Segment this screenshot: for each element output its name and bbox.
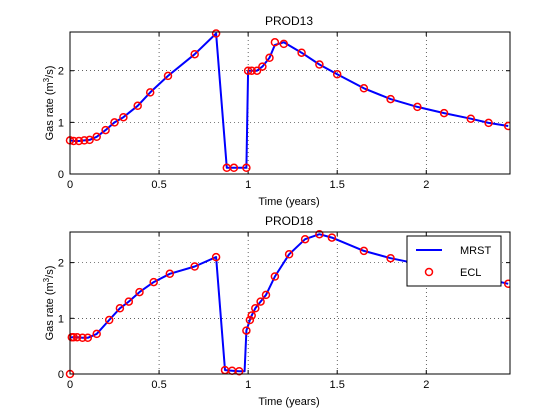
data-point-ecl	[101, 125, 110, 135]
plot-prod13: PROD13 Time (years) Gas rate (m3/s) 0 0.5…	[42, 14, 511, 208]
data-point-ecl	[211, 29, 221, 38]
data-point-ecl	[242, 326, 251, 335]
data-point-ecl	[124, 297, 134, 306]
data-point-ecl	[80, 136, 89, 145]
data-point-ecl	[72, 332, 82, 342]
data-point-ecl	[190, 49, 199, 59]
y-axis-label: Gas rate (m3/s)	[42, 266, 56, 341]
data-point-ecl	[332, 70, 342, 79]
data-point-ecl	[242, 163, 251, 173]
data-point-ecl	[270, 272, 280, 281]
data-point-ecl	[439, 108, 449, 118]
data-point-ecl	[359, 246, 369, 256]
data-point-ecl	[327, 233, 337, 242]
legend-mrst-label: MRST	[460, 245, 491, 257]
data-point-ecl	[149, 277, 158, 287]
axes-box	[69, 231, 511, 375]
data-point-ecl	[145, 88, 155, 97]
x-tick-label: 1.5	[330, 179, 345, 191]
series-line-mrst	[69, 233, 509, 373]
data-point-ecl	[163, 71, 173, 81]
data-point-ecl	[243, 66, 253, 75]
data-point-ecl	[229, 163, 239, 173]
data-point-ecl	[110, 118, 119, 127]
data-point-ecl	[284, 250, 294, 259]
data-point-ecl	[78, 333, 87, 343]
data-point-ecl	[315, 229, 324, 239]
x-tick-label: 1	[245, 179, 251, 191]
legend-box	[406, 235, 502, 287]
legend-ecl-marker	[424, 267, 434, 277]
data-point-ecl	[503, 279, 510, 289]
legend: MRST ECL	[406, 235, 502, 287]
data-point-ecl	[133, 101, 142, 111]
data-point-ecl	[190, 262, 199, 271]
data-point-ecl	[85, 135, 94, 145]
legend-ecl-label: ECL	[460, 267, 481, 279]
y-tick-label: 1	[58, 313, 64, 325]
x-tick-label: 1.5	[330, 379, 345, 391]
data-point-ecl	[165, 269, 175, 279]
data-point-ecl	[503, 121, 510, 131]
data-layer	[65, 29, 510, 173]
x-axis-label: Time (years)	[258, 196, 319, 208]
data-point-ecl	[258, 62, 267, 71]
data-point-ecl	[234, 366, 244, 376]
data-point-ecl	[261, 290, 271, 300]
data-point-ecl	[119, 112, 128, 122]
y-tick-label: 2	[58, 66, 64, 78]
data-point-ecl	[466, 114, 476, 123]
data-point-ecl	[74, 136, 84, 146]
x-tick-label: 0.5	[151, 179, 166, 191]
x-tick-label: 0.5	[151, 379, 166, 391]
x-tick-label: 2	[423, 179, 429, 191]
x-tick-label: 2	[423, 379, 429, 391]
plot-title: PROD18	[265, 214, 313, 228]
x-axis-label: Time (years)	[258, 396, 319, 408]
data-point-ecl	[245, 315, 255, 325]
data-point-ecl	[83, 333, 93, 343]
x-tick-label: 0	[67, 379, 73, 391]
data-point-ecl	[104, 315, 114, 325]
y-tick-label: 1	[58, 117, 64, 129]
data-point-ecl	[256, 297, 265, 306]
data-point-ecl	[279, 39, 289, 49]
data-point-ecl	[211, 252, 221, 262]
data-point-ecl	[413, 102, 422, 112]
series-line-mrst	[69, 32, 509, 169]
plot-title: PROD13	[265, 14, 313, 28]
data-point-ecl	[265, 53, 274, 63]
data-point-ecl	[297, 48, 306, 57]
data-point-ecl	[247, 311, 256, 320]
data-point-ecl	[252, 66, 262, 75]
data-point-ecl	[270, 38, 280, 47]
data-point-ecl	[359, 84, 369, 93]
data-point-ecl	[315, 60, 324, 69]
data-point-ecl	[135, 287, 144, 297]
y-tick-label: 0	[58, 369, 64, 381]
data-point-ecl	[300, 234, 310, 244]
y-tick-label: 2	[58, 258, 64, 270]
data-point-ecl	[484, 118, 493, 128]
y-tick-label: 0	[58, 169, 64, 181]
data-point-ecl	[92, 329, 101, 339]
data-point-ecl	[386, 94, 395, 104]
data-point-ecl	[92, 132, 101, 142]
x-tick-label: 0	[67, 179, 73, 191]
axes-box	[69, 31, 511, 175]
x-tick-label: 1	[245, 379, 251, 391]
data-point-ecl	[247, 66, 256, 75]
y-axis-label: Gas rate (m3/s)	[42, 66, 56, 141]
data-point-ecl	[115, 304, 125, 313]
plot-area	[70, 32, 510, 174]
data-point-ecl	[386, 253, 395, 263]
data-point-ecl	[251, 304, 260, 313]
